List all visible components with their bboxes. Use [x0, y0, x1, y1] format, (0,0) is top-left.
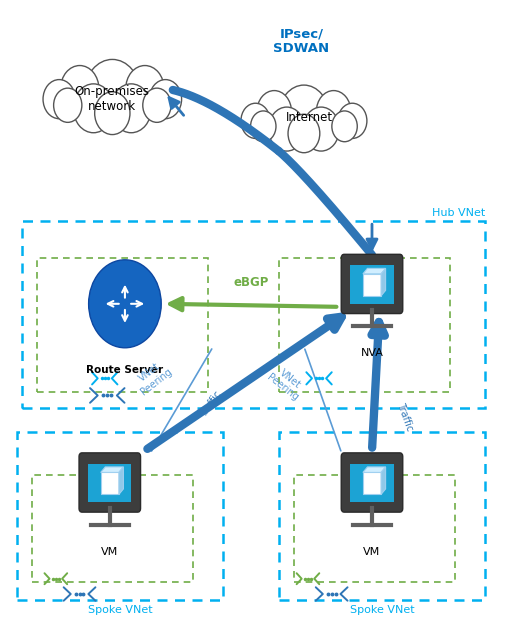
Circle shape: [54, 88, 82, 122]
Polygon shape: [381, 268, 386, 296]
FancyBboxPatch shape: [79, 453, 140, 512]
Circle shape: [126, 66, 164, 112]
Text: IPsec/
SDWAN: IPsec/ SDWAN: [273, 27, 330, 55]
Text: Spoke VNet: Spoke VNet: [88, 605, 152, 615]
Text: On-premises
network: On-premises network: [75, 85, 150, 113]
Circle shape: [269, 107, 305, 151]
Ellipse shape: [234, 96, 374, 156]
Text: Internet: Internet: [285, 111, 333, 124]
Circle shape: [143, 88, 171, 122]
Polygon shape: [363, 268, 386, 274]
FancyBboxPatch shape: [350, 464, 393, 502]
Polygon shape: [381, 467, 386, 494]
Polygon shape: [363, 274, 381, 296]
Text: VM: VM: [364, 547, 381, 557]
Polygon shape: [363, 472, 381, 494]
Circle shape: [316, 91, 351, 132]
FancyBboxPatch shape: [341, 453, 403, 512]
Circle shape: [60, 66, 99, 112]
Text: Spoke VNet: Spoke VNet: [350, 605, 414, 615]
Polygon shape: [101, 467, 123, 472]
Circle shape: [338, 103, 367, 138]
Polygon shape: [363, 467, 386, 472]
Polygon shape: [119, 467, 123, 494]
Circle shape: [257, 91, 292, 132]
Circle shape: [303, 107, 339, 151]
Text: NVA: NVA: [360, 349, 383, 358]
Text: VNet
Peering: VNet Peering: [265, 363, 307, 403]
Circle shape: [332, 111, 357, 142]
Circle shape: [95, 92, 130, 135]
Ellipse shape: [35, 72, 190, 139]
Text: VM: VM: [101, 547, 119, 557]
Text: Traffic: Traffic: [395, 401, 415, 433]
Text: eBGP: eBGP: [233, 276, 269, 289]
Circle shape: [279, 85, 329, 146]
FancyBboxPatch shape: [341, 255, 403, 313]
Circle shape: [43, 80, 76, 119]
Circle shape: [85, 59, 140, 127]
Circle shape: [250, 111, 276, 142]
Text: Hub VNet: Hub VNet: [432, 208, 485, 218]
Text: VNet
Peering: VNet Peering: [131, 357, 174, 397]
Circle shape: [288, 114, 320, 153]
FancyBboxPatch shape: [350, 265, 393, 304]
Circle shape: [150, 80, 182, 119]
FancyBboxPatch shape: [88, 464, 131, 502]
Circle shape: [241, 103, 270, 138]
Circle shape: [111, 84, 152, 133]
Circle shape: [89, 260, 161, 348]
Polygon shape: [101, 472, 119, 494]
Circle shape: [74, 84, 114, 133]
Text: Traffic: Traffic: [198, 390, 223, 420]
Text: Route Server: Route Server: [86, 365, 163, 375]
